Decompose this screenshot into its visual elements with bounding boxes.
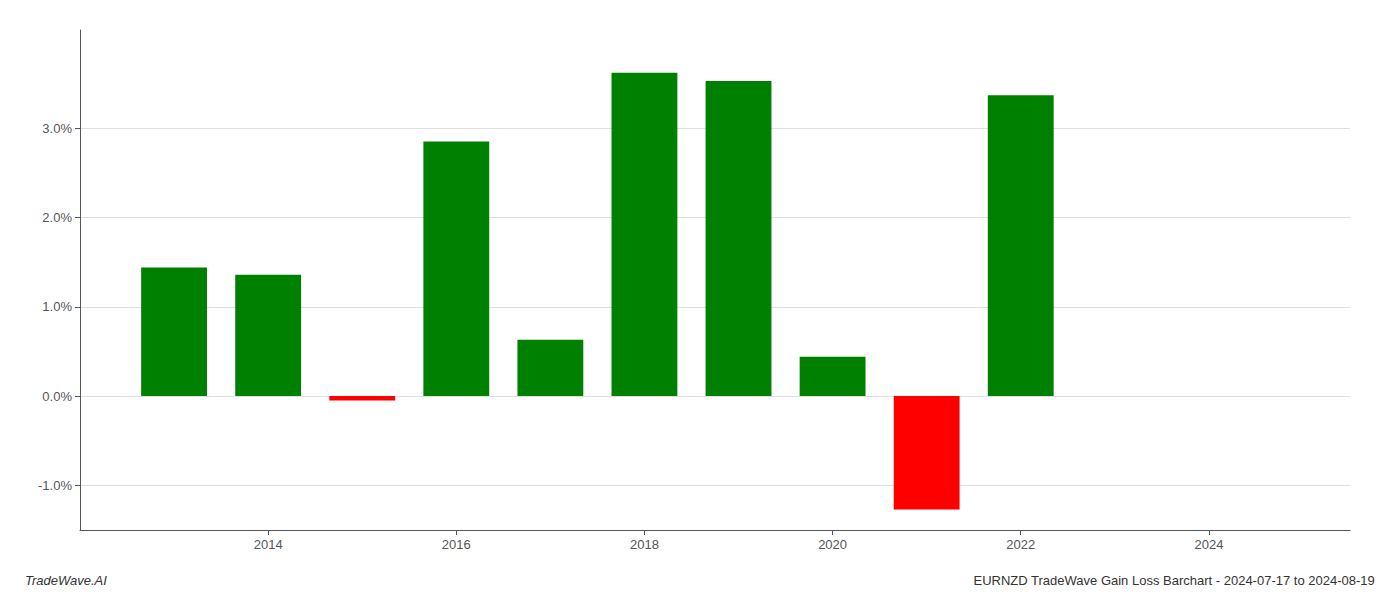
svg-text:-1.0%: -1.0% (38, 478, 72, 493)
svg-text:2020: 2020 (818, 537, 847, 552)
svg-text:2014: 2014 (254, 537, 283, 552)
svg-text:EURNZD TradeWave Gain Loss Bar: EURNZD TradeWave Gain Loss Barchart - 20… (973, 573, 1374, 588)
svg-text:TradeWave.AI: TradeWave.AI (25, 573, 107, 588)
svg-text:2018: 2018 (630, 537, 659, 552)
svg-text:1.0%: 1.0% (42, 299, 72, 314)
svg-text:2016: 2016 (442, 537, 471, 552)
svg-text:2022: 2022 (1006, 537, 1035, 552)
svg-text:2.0%: 2.0% (42, 210, 72, 225)
svg-text:3.0%: 3.0% (42, 121, 72, 136)
svg-text:0.0%: 0.0% (42, 389, 72, 404)
svg-text:2024: 2024 (1194, 537, 1223, 552)
